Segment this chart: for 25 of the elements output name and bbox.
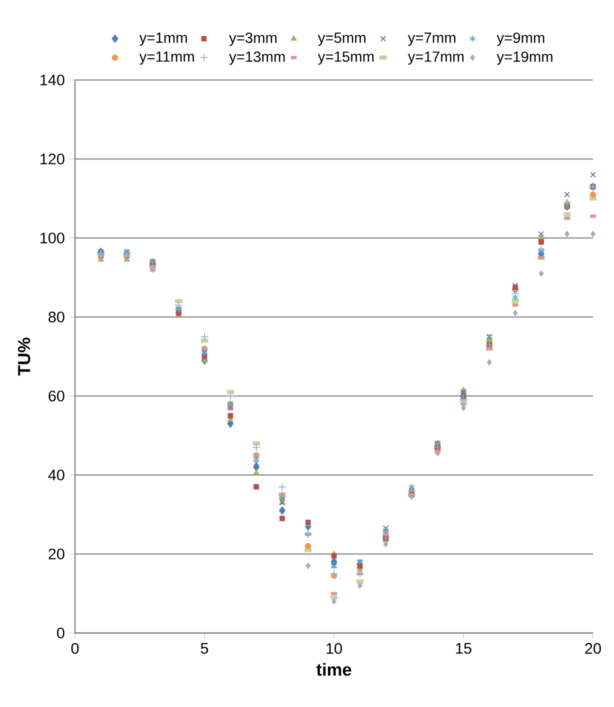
y-tick-label: 20 <box>48 548 64 560</box>
legend-label: y=1mm <box>139 32 187 46</box>
legend-label: y=15mm <box>318 52 374 65</box>
y-tick-label: 120 <box>40 154 64 164</box>
y-tick-label: 140 <box>40 74 64 86</box>
y-tick-label: 100 <box>40 232 64 244</box>
legend-label: y=13mm <box>229 52 285 65</box>
legend-label: y=11mm <box>139 52 194 65</box>
x-tick-label: 15 <box>456 643 472 654</box>
legend-label: y=17mm <box>408 52 464 65</box>
x-tick-label: 10 <box>326 643 342 654</box>
x-tick-label: 5 <box>200 643 208 654</box>
legend-label: y=5mm <box>318 32 366 46</box>
legend-label: y=3mm <box>229 32 277 46</box>
y-tick-label: 0 <box>57 628 64 638</box>
y-tick-label: 40 <box>48 470 64 480</box>
y-axis-title: TU% <box>18 338 30 376</box>
x-tick-label: 0 <box>71 643 79 654</box>
y-tick-label: 60 <box>48 390 64 402</box>
legend-label: y=19mm <box>496 52 552 65</box>
legend-label: y=9mm <box>496 32 544 46</box>
x-axis-title: time <box>316 663 352 676</box>
x-tick-label: 20 <box>585 643 601 654</box>
y-tick-label: 80 <box>48 312 64 322</box>
legend-label: y=7mm <box>408 32 456 46</box>
